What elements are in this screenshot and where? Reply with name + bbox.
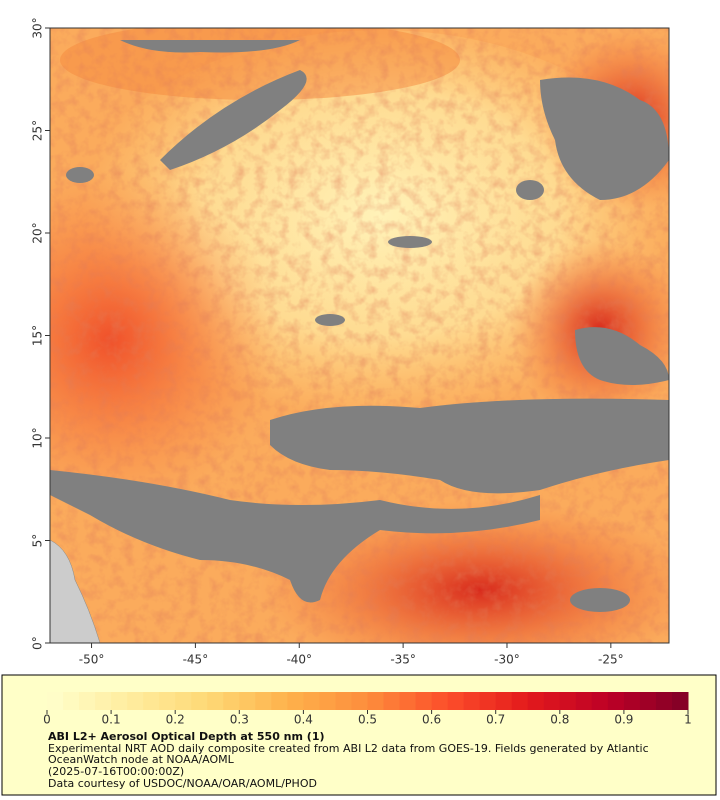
colorbar-tick-label: 0.5 [358,713,377,727]
colorbar-tick-label: 0.2 [166,713,185,727]
y-tick-label: 20° [31,222,45,243]
x-tick-label: -25° [598,653,624,667]
colorbar-segment [111,692,128,710]
colorbar-tick-label: 0.8 [550,713,569,727]
colorbar-tick-label: 0.1 [102,713,121,727]
colorbar-segment [447,692,465,710]
colorbar-segment [79,692,96,710]
colorbar-segment [671,692,689,710]
colorbar-segment [495,692,513,710]
colorbar-segment [191,692,208,710]
x-tick-label: -40° [286,653,312,667]
x-tick-label: -45° [183,653,209,667]
y-tick-label: 0° [31,636,45,650]
colorbar-segment [383,692,401,710]
colorbar-segment [559,692,577,710]
legend-title: ABI L2+ Aerosol Optical Depth at 550 nm … [48,730,325,743]
colorbar-segment [463,692,481,710]
colorbar-segment [655,692,673,710]
colorbar-tick-label: 0.3 [230,713,249,727]
colorbar-segment [223,692,240,710]
colorbar-segment [431,692,449,710]
colorbar-segment [255,692,272,710]
colorbar-segment [207,692,224,710]
legend-description: Experimental NRT AOD daily composite cre… [48,741,649,767]
colorbar-segment [479,692,497,710]
x-tick-label: -30° [494,653,520,667]
colorbar: 0 0.1 0.2 0.3 0.4 0.5 0.6 0.7 0.8 0.9 1 [43,692,692,727]
colorbar-segment [607,692,625,710]
colorbar-segment [95,692,112,710]
colorbar-segment [143,692,160,710]
colorbar-segment [271,692,288,710]
colorbar-segment [127,692,144,710]
colorbar-segment [367,692,385,710]
colorbar-tick-label: 0.6 [422,713,441,727]
y-tick-label: 10° [31,427,45,448]
colorbar-segment [575,692,593,710]
colorbar-segment [639,692,657,710]
legend-credit: Data courtesy of USDOC/NOAA/OAR/AOML/PHO… [48,776,317,790]
colorbar-segment [303,692,320,710]
colorbar-tick-label: 1 [684,713,692,727]
colorbar-segment [159,692,176,710]
colorbar-segment [287,692,304,710]
colorbar-segment [415,692,433,710]
colorbar-segment [47,692,64,710]
y-tick-label: 15° [31,325,45,346]
colorbar-segment [399,692,417,710]
colorbar-segment [351,692,368,710]
colorbar-tick-label: 0 [43,713,51,727]
colorbar-tick-label: 0.7 [486,713,505,727]
colorbar-segment [543,692,561,710]
x-tick-label: -50° [79,653,105,667]
colorbar-segment [335,692,352,710]
colorbar-segment [591,692,609,710]
colorbar-segment [527,692,545,710]
y-tick-label: 25° [31,120,45,141]
colorbar-segment [63,692,80,710]
legend-text: ABI L2+ Aerosol Optical Depth at 550 nm … [48,731,688,790]
colorbar-segment [319,692,336,710]
y-tick-label: 5° [31,534,45,548]
colorbar-segment [175,692,192,710]
colorbar-tick-label: 0.4 [294,713,313,727]
colorbar-segment [623,692,641,710]
colorbar-tick-label: 0.9 [614,713,633,727]
y-tick-label: 30° [31,17,45,38]
legend-date: (2025-07-16T00:00:00Z) [48,765,185,779]
map-area [50,28,669,643]
x-tick-label: -35° [390,653,416,667]
colorbar-segment [511,692,529,710]
colorbar-segment [239,692,256,710]
